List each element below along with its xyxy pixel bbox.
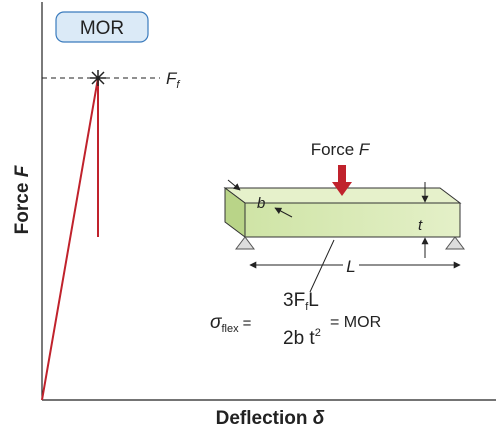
diagram: MOR Ff Force F Deflection δ Force F b t … — [0, 0, 496, 432]
badge: MOR — [80, 18, 124, 39]
formula-lhs: σflex= — [210, 312, 252, 335]
x-label-text: Deflection — [216, 408, 308, 429]
numerator-coefficient: 3F — [283, 290, 305, 311]
support-right — [446, 237, 464, 249]
y-axis-label: Force F — [12, 164, 33, 234]
formula-rhs: = MOR — [330, 314, 381, 331]
force-label: Force F — [311, 140, 371, 159]
y-label-symbol: F — [12, 164, 33, 177]
force-arrow-shaft — [338, 165, 346, 183]
peak-star — [90, 70, 106, 86]
y-label-text: Force — [12, 183, 33, 235]
support-left — [236, 237, 254, 249]
numerator-tail: L — [308, 290, 319, 311]
peak-subscript: f — [176, 79, 180, 91]
load-curve — [42, 78, 98, 400]
numerator: 3FfL — [283, 290, 319, 313]
sigma-subscript: flex — [221, 323, 239, 335]
peak-label: Ff — [166, 69, 180, 91]
length-label: L — [346, 257, 355, 276]
denominator-base: 2b t — [283, 328, 315, 349]
x-axis-label: Deflection δ — [216, 408, 325, 429]
lhs-equals: = — [243, 315, 252, 332]
leader-line — [310, 240, 334, 292]
denominator: 2b t2 — [283, 327, 321, 349]
beam-front — [245, 203, 460, 237]
force-text: Force — [311, 140, 354, 159]
denominator-exponent: 2 — [315, 327, 321, 339]
width-label: b — [257, 195, 265, 212]
x-label-symbol: δ — [313, 408, 325, 429]
force-symbol: F — [359, 140, 371, 159]
